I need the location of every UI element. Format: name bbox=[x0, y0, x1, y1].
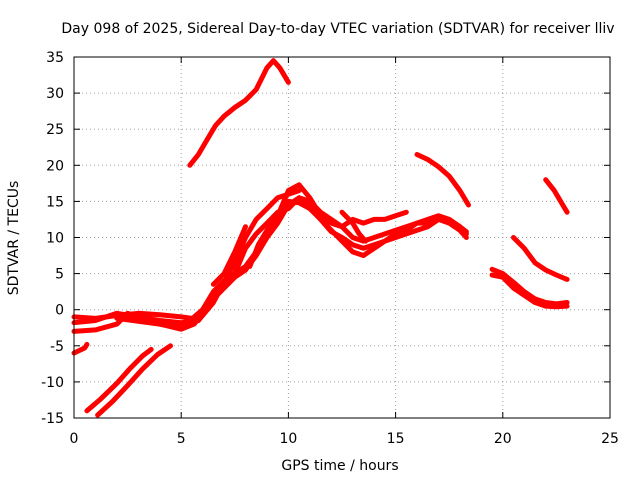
series-line-1 bbox=[71, 341, 90, 356]
y-axis-label: SDTVAR / TECUs bbox=[6, 181, 22, 296]
series-line-9 bbox=[210, 224, 248, 287]
x-tick-label: 5 bbox=[177, 431, 186, 447]
series-line-14 bbox=[489, 266, 570, 307]
series-line-17 bbox=[543, 177, 570, 215]
y-tick-label: 35 bbox=[46, 50, 64, 66]
y-tick-label: 10 bbox=[46, 231, 64, 247]
y-tick-label: 15 bbox=[46, 194, 64, 210]
chart-title: Day 098 of 2025, Sidereal Day-to-day VTE… bbox=[61, 21, 614, 37]
series-line-12 bbox=[187, 58, 291, 168]
tick-labels: 0 5 10 15 20 25 -15 -10 -5 0 5 10 15 20 25 30 35 bbox=[41, 50, 619, 447]
x-tick-label: 25 bbox=[601, 431, 619, 447]
y-tick-label: 0 bbox=[55, 303, 64, 319]
y-tick-label: -15 bbox=[41, 411, 64, 427]
series-line-16 bbox=[511, 235, 570, 282]
x-axis-label: GPS time / hours bbox=[281, 458, 398, 474]
series-line-8 bbox=[125, 195, 469, 329]
series-line-15 bbox=[489, 272, 570, 310]
series-line-13 bbox=[414, 152, 471, 208]
series-line-3 bbox=[95, 343, 173, 418]
series-line-10 bbox=[247, 182, 409, 269]
series-line-11 bbox=[339, 209, 369, 244]
x-tick-label: 20 bbox=[494, 431, 512, 447]
x-tick-label: 15 bbox=[387, 431, 405, 447]
y-tick-label: 25 bbox=[46, 122, 64, 138]
y-tick-label: -5 bbox=[50, 339, 64, 355]
x-tick-label: 0 bbox=[70, 431, 79, 447]
y-tick-label: 30 bbox=[46, 86, 64, 102]
series-line-2 bbox=[84, 346, 154, 414]
y-tick-label: 20 bbox=[46, 158, 64, 174]
y-tick-label: 5 bbox=[55, 267, 64, 283]
y-tick-label: -10 bbox=[41, 375, 64, 391]
series-layer bbox=[71, 58, 570, 418]
x-tick-label: 10 bbox=[279, 431, 297, 447]
series-line-5 bbox=[71, 188, 302, 326]
series-line-7 bbox=[114, 198, 469, 332]
ticks bbox=[73, 56, 611, 419]
